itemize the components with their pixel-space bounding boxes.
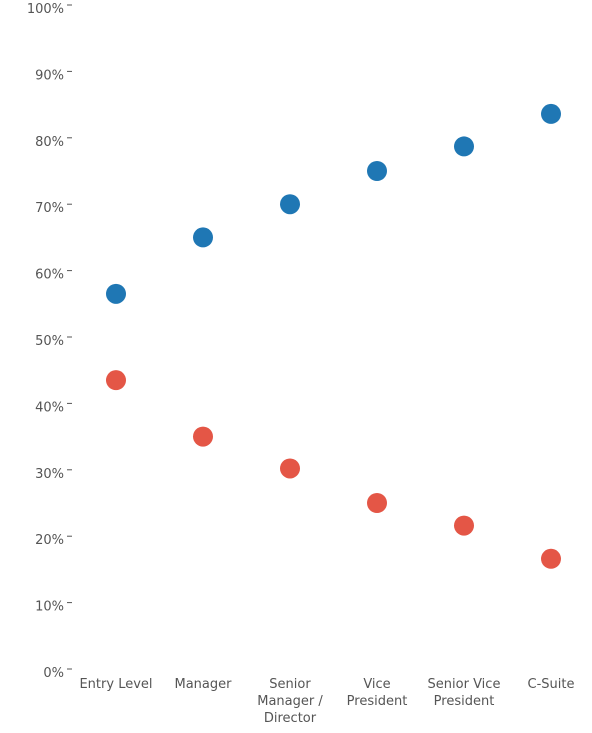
data-point-series-1 — [541, 103, 561, 124]
x-tick-label: Senior Manager / Director — [257, 677, 323, 726]
y-tick-label: 40% — [35, 400, 64, 415]
y-tick-label: 90% — [35, 68, 64, 83]
data-point-series-1 — [106, 283, 126, 304]
x-tick-label: C-Suite — [528, 677, 575, 692]
data-point-series-2 — [454, 515, 474, 536]
y-tick-label: 50% — [35, 334, 64, 349]
y-tick-label: 10% — [35, 600, 64, 615]
data-point-series-2 — [541, 548, 561, 569]
data-point-series-1 — [193, 227, 213, 248]
y-tick-label: 70% — [35, 201, 64, 216]
y-tick-label: 30% — [35, 467, 64, 482]
y-tick-label: 60% — [35, 268, 64, 283]
data-point-series-1 — [367, 161, 387, 181]
y-tick-label: 100% — [27, 2, 64, 17]
y-tick-label: 80% — [35, 135, 64, 150]
data-point-series-1 — [454, 136, 474, 157]
x-tick-label: Senior Vice President — [428, 677, 501, 709]
data-points — [106, 103, 561, 569]
data-point-series-2 — [367, 493, 387, 513]
x-tick-label: Manager — [175, 677, 233, 692]
data-point-series-2 — [193, 426, 213, 447]
x-axis: Entry Level Manager Senior Manager / Directo… — [79, 677, 574, 726]
x-tick-label: Entry Level — [79, 677, 152, 692]
data-point-series-1 — [280, 194, 300, 215]
y-axis: 0% 10% 20% 30% 40% 50% 60% 70% 80% 90% 100% — [27, 2, 72, 681]
data-point-series-2 — [280, 458, 300, 479]
y-tick-label: 0% — [43, 666, 64, 681]
y-tick-label: 20% — [35, 533, 64, 548]
data-point-series-2 — [106, 370, 126, 391]
x-tick-label: Vice President — [347, 677, 408, 709]
